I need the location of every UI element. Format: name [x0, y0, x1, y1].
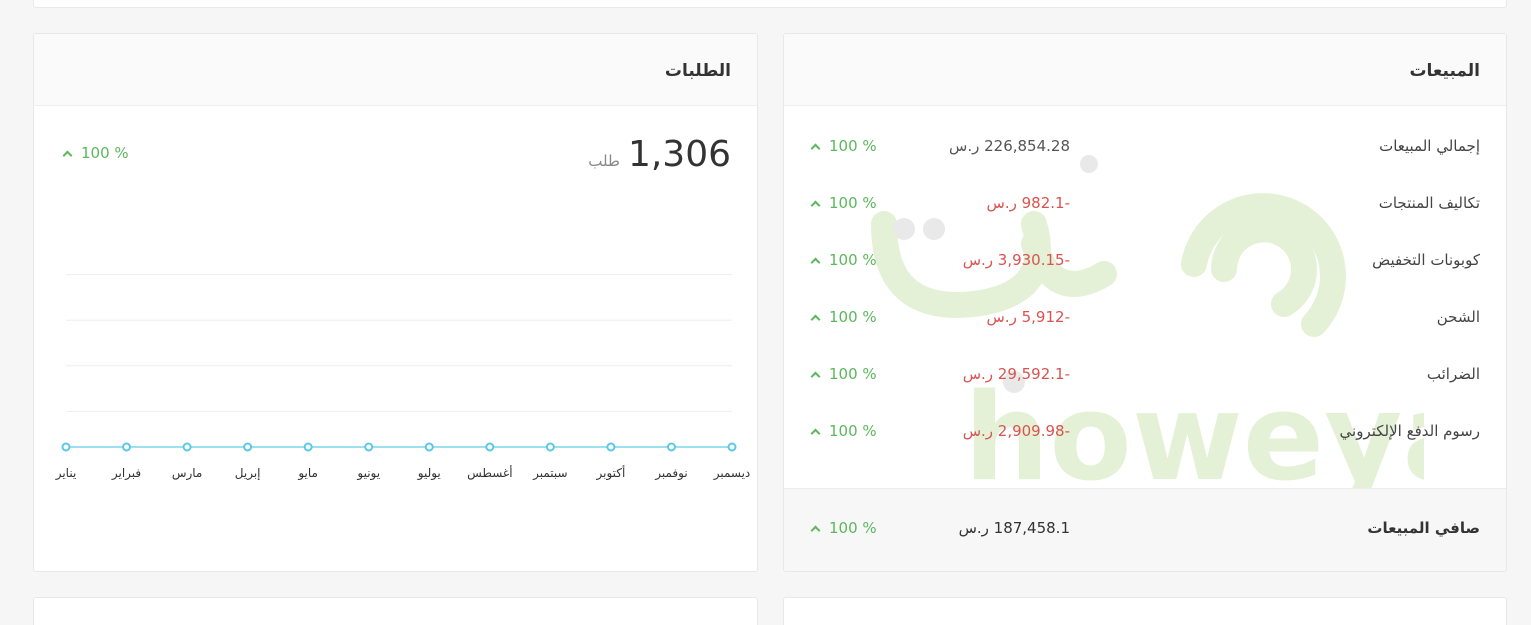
chevron-up-icon — [810, 371, 821, 382]
sales-row-change-value: 100 % — [829, 137, 877, 155]
chart-point[interactable] — [485, 442, 495, 452]
chevron-up-icon — [810, 314, 821, 325]
sales-row: إجمالي المبيعات 226,854.28 ر.س 100 % — [784, 137, 1506, 194]
chevron-up-icon — [810, 525, 821, 536]
chart-point[interactable] — [424, 442, 434, 452]
sales-row-change-value: 100 % — [829, 365, 877, 383]
sales-header: المبيعات — [784, 34, 1506, 106]
chart-tick-label: نوفمبر — [654, 466, 687, 481]
chart-tick-label: إبريل — [235, 466, 261, 481]
sales-row: تكاليف المنتجات -982.1 ر.س 100 % — [784, 194, 1506, 251]
orders-card: الطلبات 1,306 طلب 100 % يناير فبراير مارس إ… — [33, 33, 758, 572]
chart-point[interactable] — [545, 442, 555, 452]
chevron-up-icon — [810, 257, 821, 268]
sales-row-label: رسوم الدفع الإلكتروني — [1339, 422, 1480, 440]
orders-total: 1,306 طلب — [588, 134, 731, 175]
net-sales-change: 100 % — [810, 519, 877, 537]
chevron-up-icon — [810, 200, 821, 211]
sales-row-label: تكاليف المنتجات — [1378, 194, 1480, 212]
sales-row-change-value: 100 % — [829, 422, 877, 440]
sales-row-change: 100 % — [810, 422, 877, 440]
sales-row-label: الشحن — [1436, 308, 1480, 326]
sales-row-label: إجمالي المبيعات — [1379, 137, 1480, 155]
chart-tick-label: ديسمبر — [713, 466, 751, 481]
orders-change: 100 % — [62, 144, 129, 162]
chart-tick-label: مارس — [172, 466, 203, 481]
chart-tick-label: مايو — [297, 466, 318, 481]
chevron-up-icon — [810, 143, 821, 154]
sales-row-change-value: 100 % — [829, 308, 877, 326]
sales-row-change-value: 100 % — [829, 251, 877, 269]
sales-row-label: كوبونات التخفيض — [1372, 251, 1480, 269]
sales-row: الشحن -5,912 ر.س 100 % — [784, 308, 1506, 365]
sales-title: المبيعات — [1409, 61, 1480, 81]
chart-point[interactable] — [61, 442, 71, 452]
orders-unit: طلب — [588, 152, 620, 170]
sales-row-amount: 226,854.28 ر.س — [949, 137, 1070, 155]
sales-card: howeyah المبيعات إجمالي المبيعات226,854.… — [783, 33, 1507, 572]
sales-row-label: الضرائب — [1426, 365, 1480, 383]
sales-row-change: 100 % — [810, 308, 877, 326]
sales-row: رسوم الدفع الإلكتروني -2,909.98 ر.س 100 % — [784, 422, 1506, 479]
chart-tick-label: يونيو — [356, 466, 380, 481]
sales-row-amount: -29,592.1 ر.س — [962, 365, 1070, 383]
chart-point[interactable] — [666, 442, 676, 452]
bottom-right-card — [783, 597, 1507, 625]
orders-title: الطلبات — [664, 61, 731, 81]
sales-row: كوبونات التخفيض -3,930.15 ر.س 100 % — [784, 251, 1506, 308]
sales-row-change-value: 100 % — [829, 194, 877, 212]
chart-tick-label: فبراير — [111, 466, 141, 481]
chart-point[interactable] — [727, 442, 737, 452]
chart-point[interactable] — [606, 442, 616, 452]
bottom-left-card — [33, 597, 758, 625]
chart-point[interactable] — [243, 442, 253, 452]
sales-row-change: 100 % — [810, 137, 877, 155]
chart-tick-label: أغسطس — [467, 465, 512, 481]
orders-header: الطلبات — [34, 34, 757, 106]
sales-row-change: 100 % — [810, 365, 877, 383]
net-sales-change-value: 100 % — [829, 519, 877, 537]
chart-point[interactable] — [303, 442, 313, 452]
orders-count: 1,306 — [627, 134, 731, 175]
chart-point[interactable] — [122, 442, 132, 452]
chevron-up-icon — [62, 150, 73, 161]
chart-tick-label: سبتمبر — [532, 466, 567, 481]
sales-row-change: 100 % — [810, 194, 877, 212]
sales-row-amount: -2,909.98 ر.س — [962, 422, 1070, 440]
chart-point[interactable] — [364, 442, 374, 452]
net-sales-label: صافي المبيعات — [1367, 519, 1480, 537]
chart-tick-label: أكتوبر — [595, 465, 625, 481]
chart-tick-label: يوليو — [417, 466, 441, 481]
sales-row-amount: -3,930.15 ر.س — [962, 251, 1070, 269]
chart-tick-label: يناير — [55, 466, 77, 481]
net-sales-row: صافي المبيعات 187,458.1 ر.س 100 % — [784, 488, 1506, 571]
orders-change-value: 100 % — [81, 144, 129, 162]
top-panel — [33, 0, 1507, 8]
sales-row-change: 100 % — [810, 251, 877, 269]
sales-row-amount: -982.1 ر.س — [986, 194, 1070, 212]
sales-row-amount: -5,912 ر.س — [986, 308, 1070, 326]
orders-chart: يناير فبراير مارس إبريل مايو يونيو يوليو أغسطس س… — [55, 274, 751, 481]
chart-point[interactable] — [182, 442, 192, 452]
chevron-up-icon — [810, 428, 821, 439]
net-sales-amount: 187,458.1 ر.س — [958, 519, 1070, 537]
sales-row: الضرائب -29,592.1 ر.س 100 % — [784, 365, 1506, 422]
